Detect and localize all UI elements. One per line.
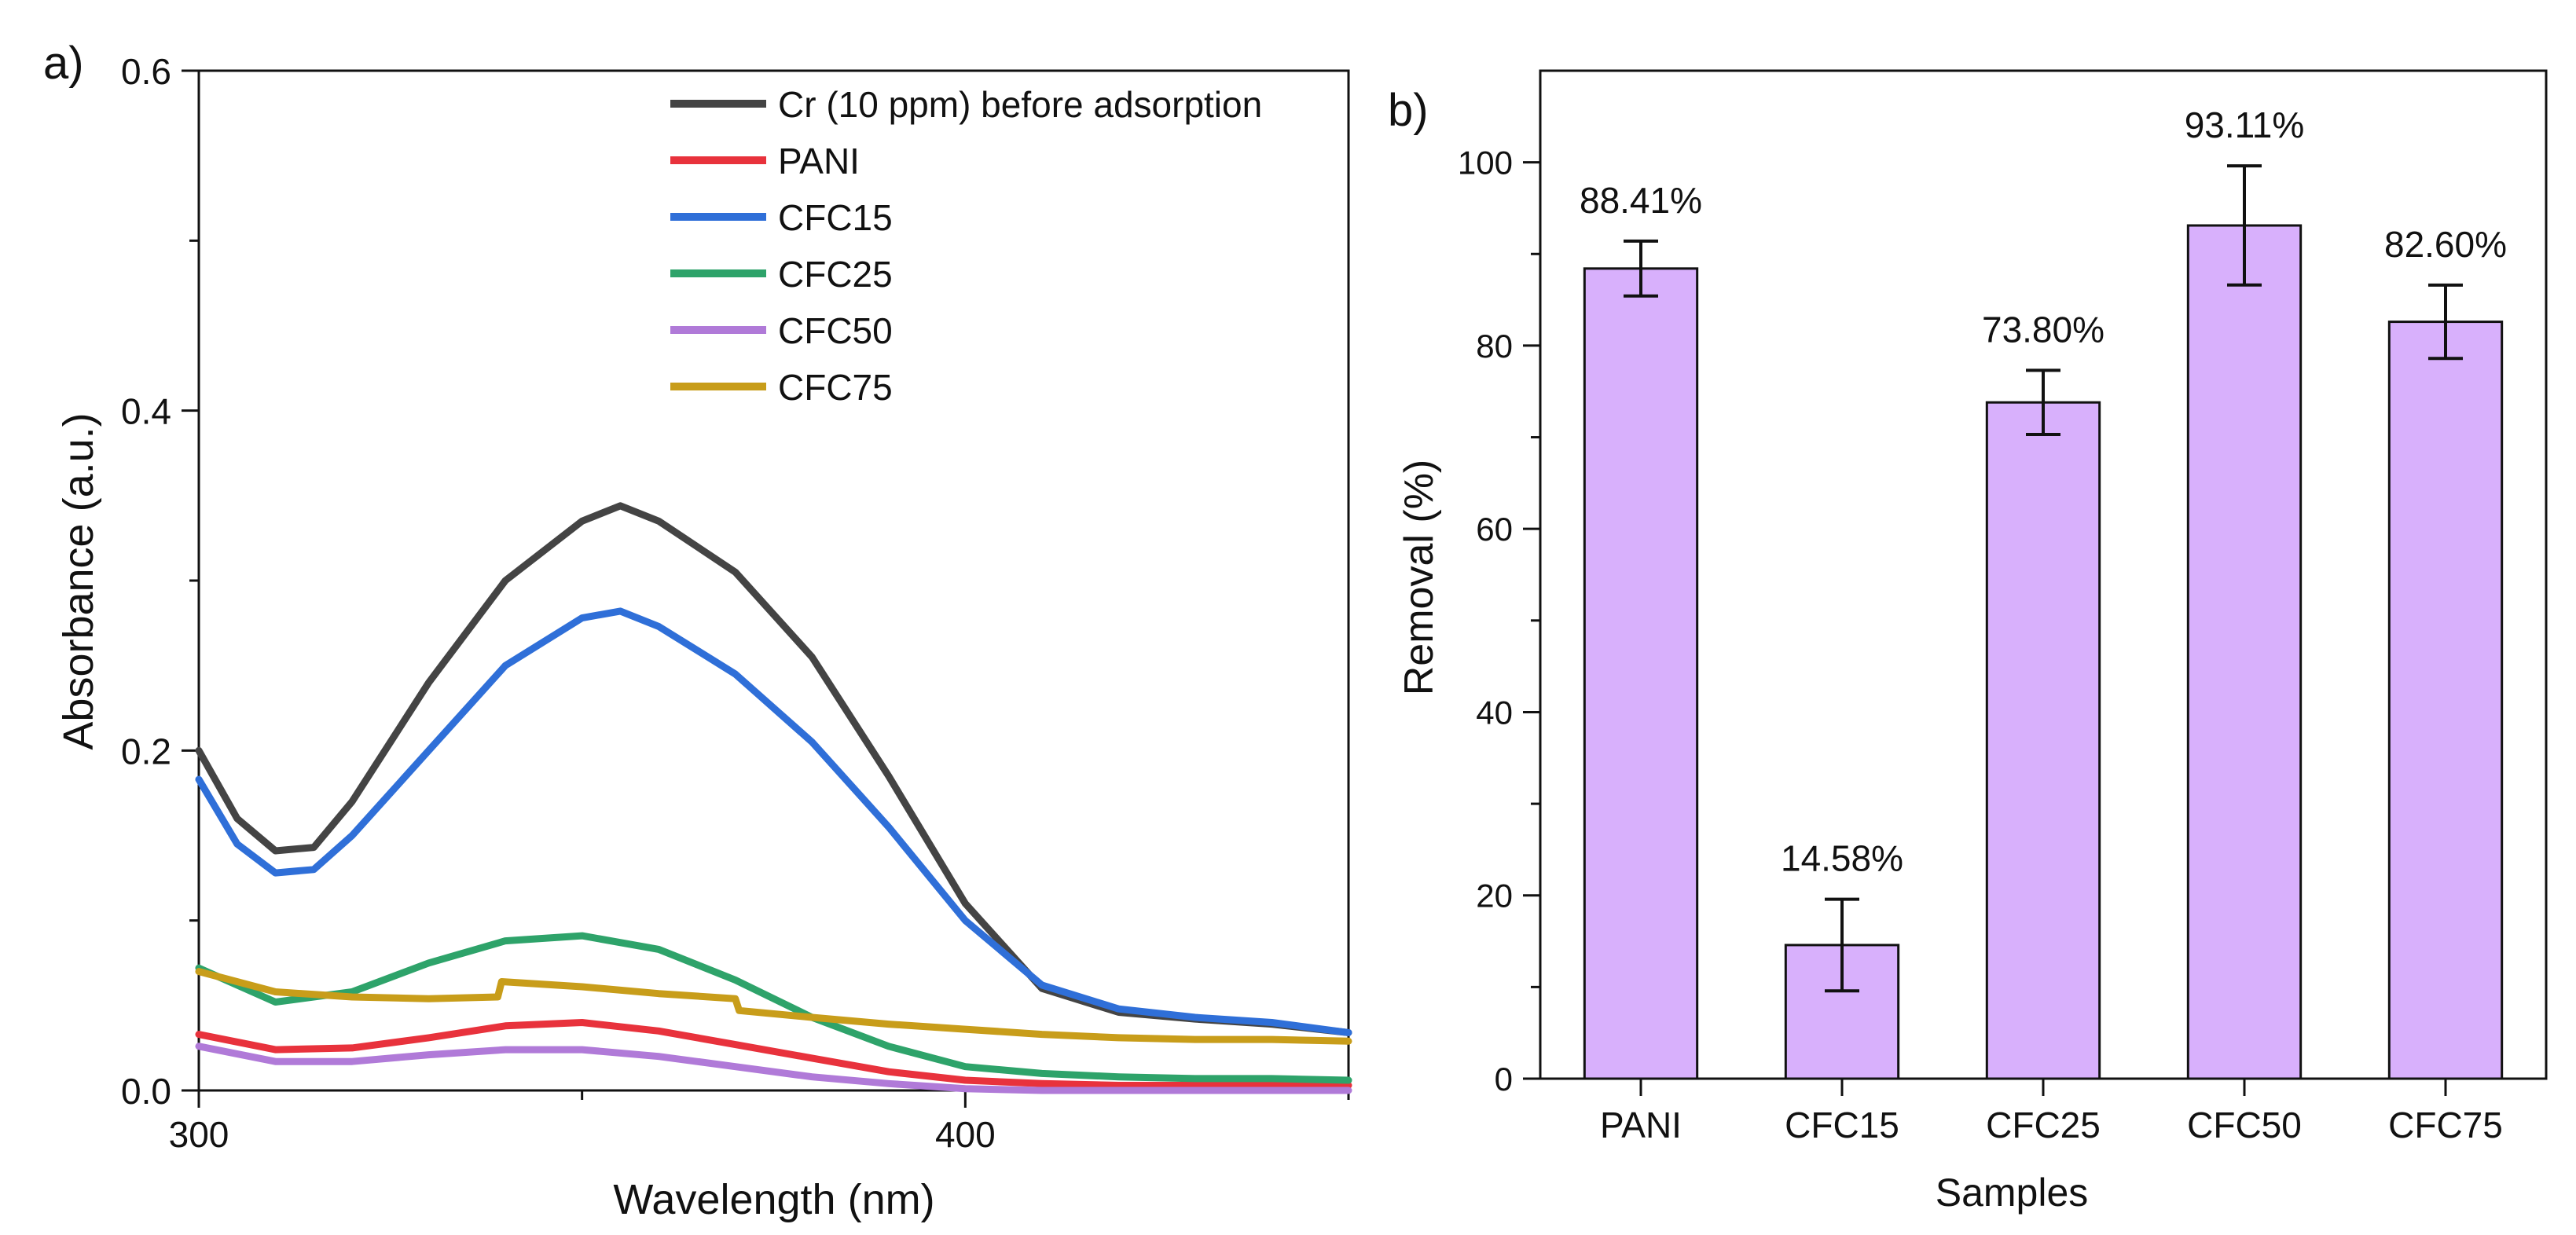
series-line-cfc75	[195, 968, 1352, 1045]
legend-label: PANI	[778, 141, 860, 181]
panel-a-series	[195, 502, 1352, 1094]
bar-cfc25	[1985, 401, 2101, 1080]
panel-a-legend: Cr (10 ppm) before adsorption PANI CFC15 CF…	[670, 84, 1262, 408]
x-tick-label: 400	[935, 1114, 996, 1155]
y-tick-label: 0	[1495, 1061, 1513, 1098]
y-tick-label: 60	[1476, 511, 1513, 548]
y-tick-label: 0.6	[121, 51, 171, 92]
series-line-pani	[195, 1019, 1352, 1089]
panel-a-axes	[197, 69, 1350, 1092]
bar-cfc50	[2186, 224, 2303, 1080]
y-tick-label: 80	[1476, 328, 1513, 365]
x-tick-label: CFC75	[2388, 1105, 2503, 1145]
legend-label: CFC15	[778, 197, 893, 238]
series-line-cr-10-ppm-before-adsorption	[195, 502, 1352, 1036]
x-tick-label: CFC50	[2187, 1105, 2302, 1145]
y-tick-label: 0.4	[121, 391, 171, 432]
panel-a-y-axis-label: Absorbance (a.u.)	[55, 412, 102, 749]
x-tick-label: 300	[169, 1114, 229, 1155]
data-label: 88.41%	[1580, 180, 1702, 221]
series-line-cfc25	[195, 932, 1352, 1084]
bar-pani	[1583, 267, 1699, 1080]
panel-a-label: a)	[43, 38, 84, 89]
data-label: 73.80%	[1982, 309, 2104, 350]
panel-b-bars: 88.41% 14.58% 73.80% 93.11% 82.60%	[1580, 104, 2507, 1080]
x-tick-label: CFC15	[1785, 1105, 1899, 1145]
panel-b-y-axis-label: Removal (%)	[1396, 460, 1442, 696]
panel-b-ticks: 0 20 40 60 80 100 PANI CFC15 CFC25 CFC50 CFC75	[1458, 145, 2503, 1145]
panel-b-label: b)	[1388, 85, 1429, 136]
data-label: 93.11%	[2185, 104, 2305, 145]
bar-cfc75	[2387, 321, 2504, 1080]
data-label: 14.58%	[1781, 838, 1903, 879]
panel-a-x-axis-label: Wavelength (nm)	[613, 1176, 934, 1223]
legend-label: Cr (10 ppm) before adsorption	[778, 84, 1262, 125]
data-label: 82.60%	[2384, 224, 2507, 265]
y-tick-label: 0.0	[121, 1071, 171, 1112]
panel-a-plot-frame	[197, 69, 1350, 1092]
panel-b-x-axis-label: Samples	[1936, 1171, 2089, 1215]
legend-label: CFC25	[778, 254, 893, 295]
series-line-cfc50	[195, 1043, 1352, 1094]
series-line-cfc15	[195, 607, 1352, 1036]
legend-label: CFC50	[778, 310, 893, 351]
y-tick-label: 0.2	[121, 731, 171, 771]
x-tick-label: PANI	[1600, 1105, 1682, 1145]
legend-label: CFC75	[778, 367, 893, 408]
y-tick-label: 40	[1476, 694, 1513, 731]
y-tick-label: 100	[1458, 145, 1513, 181]
panel-a-ticks: 0.0 0.2 0.4 0.6 300 400	[121, 51, 1350, 1155]
panel-a: a) 0.0 0.2 0.4 0.6 300 400 Cr (10 ppm) before…	[43, 38, 1352, 1223]
y-tick-label: 20	[1476, 878, 1513, 914]
x-tick-label: CFC25	[1986, 1105, 2101, 1145]
